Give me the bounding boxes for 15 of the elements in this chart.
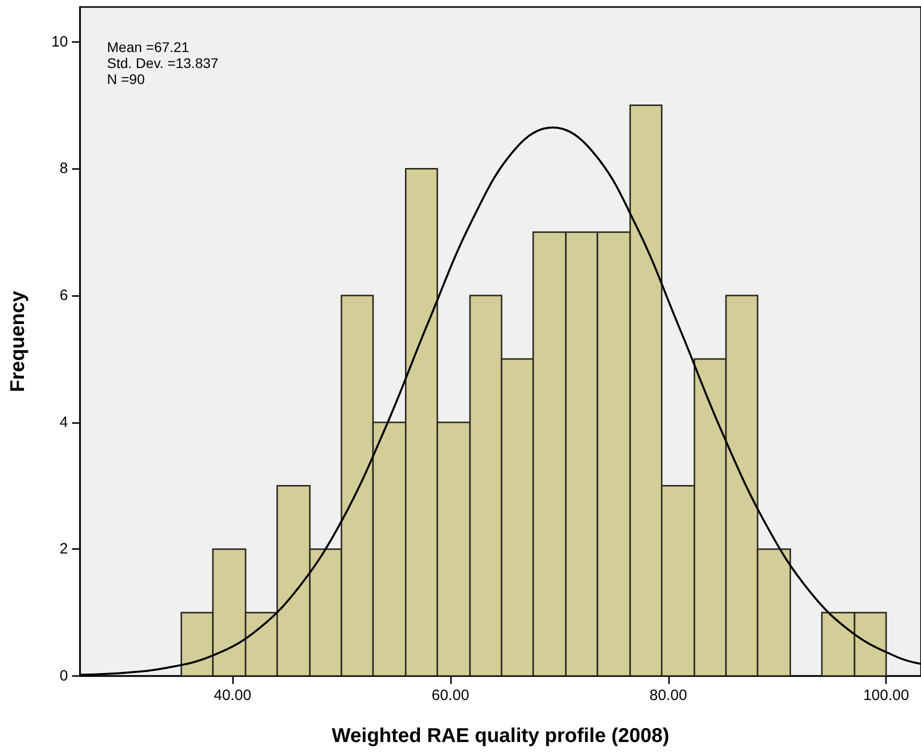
x-tick-label: 60.00: [432, 687, 470, 704]
y-tick-label: 4: [60, 414, 68, 431]
x-tick-label: 80.00: [649, 687, 688, 704]
annotation: N =90: [107, 71, 145, 87]
y-axis-title: Frequency: [7, 290, 29, 392]
y-tick-label: 10: [51, 33, 68, 50]
y-tick-label: 0: [60, 668, 68, 684]
y-tick-label: 6: [60, 287, 68, 304]
x-tick-label: 100.00: [863, 687, 910, 704]
x-tick-label: 40.00: [214, 687, 252, 704]
annotation: Std. Dev. =13.837: [107, 55, 219, 71]
annotation: Mean =67.21: [107, 39, 190, 55]
x-axis-title: Weighted RAE quality profile (2008): [332, 725, 670, 747]
y-tick-label: 2: [60, 540, 68, 558]
y-tick-label: 8: [60, 160, 68, 178]
